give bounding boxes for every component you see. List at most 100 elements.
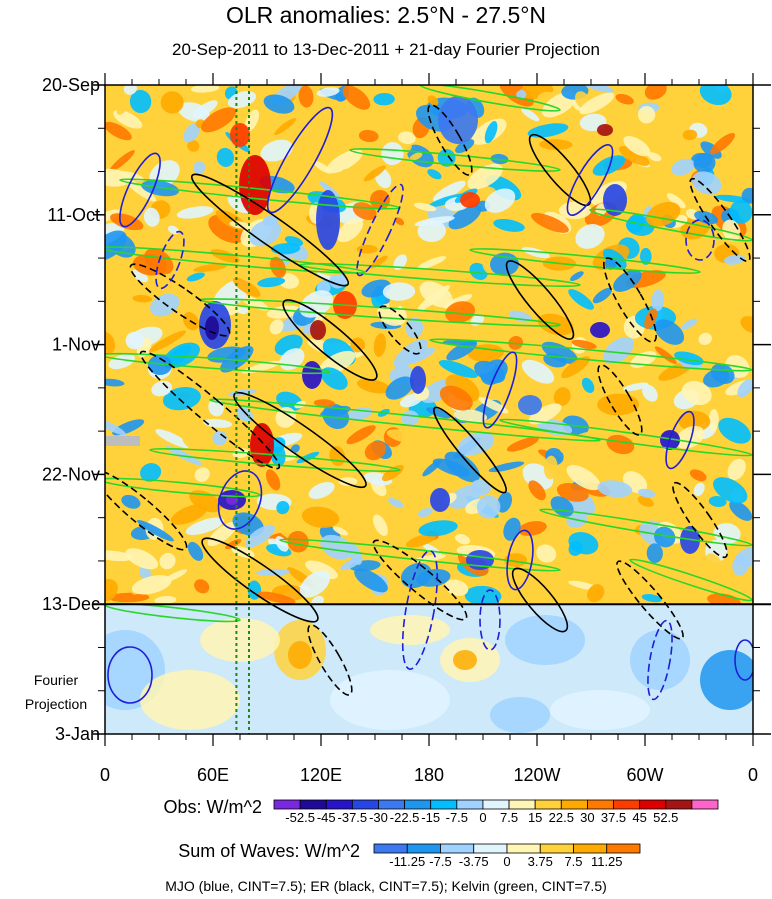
anomaly-cell [723,254,746,265]
anomaly-cell [105,121,132,141]
er-contour [597,364,643,436]
anomaly-cell [729,200,753,224]
anomaly-cell [518,395,542,415]
anomaly-cell [159,552,176,570]
mjo-contour [356,183,404,277]
projection-cell [630,630,690,690]
anomaly-cell [530,212,569,233]
anomaly-cell [623,136,651,157]
anomaly-cell [193,161,206,174]
mjo-contour [217,470,263,530]
kelvin-contour [469,248,701,274]
anomaly-cell [414,216,455,227]
mjo-contour [479,589,501,651]
anomaly-cell [638,488,656,498]
anomaly-cell [137,519,174,542]
obs-colorbar-level-label: 7.5 [500,810,518,825]
anomaly-cell [227,194,251,214]
anomaly-cell [105,230,127,261]
anomaly-cell [737,379,753,398]
obs-colorbar-swatch [430,799,458,810]
anomaly-cell [644,85,667,100]
anomaly-cell [740,316,753,334]
anomaly-cell [257,591,296,604]
obs-colorbar-swatch [482,799,510,810]
anomaly-cell [693,482,705,497]
x-tick-label: 60W [626,765,663,785]
anomaly-cell [590,322,610,338]
anomaly-cell [613,269,642,292]
anomaly-cell [140,463,162,482]
anomaly-cell [124,178,157,202]
anomaly-cell [150,293,180,317]
anomaly-cell [393,339,428,368]
projection-cell [453,650,477,670]
anomaly-cell [332,526,348,536]
projection-cell [140,670,240,730]
anomaly-cell [708,496,727,507]
mjo-contour [266,106,334,214]
mjo-contour [155,230,185,290]
er-contour [105,469,188,551]
anomaly-cell [430,488,450,512]
y-tick-label: 3-Jan [55,724,100,744]
anomaly-cell [192,100,218,119]
x-tick-label: 180 [414,765,444,785]
anomaly-cell [154,596,177,604]
mjo-contour [685,219,715,261]
x-tick-label: 120W [513,765,560,785]
anomaly-cell [170,504,208,525]
anomaly-cell [518,521,547,536]
anomaly-cell [105,209,121,224]
anomaly-cell [429,307,451,330]
obs-colorbar-swatch [639,799,667,810]
anomaly-cell [691,171,722,195]
obs-colorbar-level-label: -37.5 [338,810,368,825]
anomaly-cell [105,578,118,602]
kelvin-contour [105,246,366,274]
waves-colorbar-level-label: 7.5 [564,854,582,869]
obs-colorbar-swatch [325,799,353,810]
anomaly-cell [422,459,442,477]
anomaly-cell [474,360,506,384]
anomaly-cell [230,123,250,147]
anomaly-cell [428,193,468,207]
anomaly-cell [316,190,340,250]
anomaly-cell [125,548,159,570]
anomaly-cell [356,378,391,394]
anomaly-cell [194,579,210,594]
anomaly-cell [568,541,583,556]
er-contour [201,537,319,623]
kelvin-contour [429,338,753,372]
anomaly-cell [358,129,379,143]
anomaly-cell [641,593,662,603]
anomaly-cell [575,224,605,249]
anomaly-cell [265,469,281,491]
anomaly-cell [603,184,627,216]
obs-colorbar-level-label: -45 [317,810,336,825]
anomaly-cell [239,155,271,215]
anomaly-cell [354,568,388,593]
anomaly-cell [521,108,540,122]
mjo-contour [482,351,518,429]
anomaly-cell [239,294,269,311]
anomaly-cell [597,480,633,498]
anomaly-cell [187,541,204,561]
projection-label-line2: Projection [25,696,87,712]
y-tick-label: 20-Sep [42,75,100,95]
anomaly-cell [313,399,336,408]
anomaly-cell [399,266,426,286]
anomaly-cell [382,282,416,301]
waves-colorbar-swatch [606,843,641,854]
anomaly-cell [644,308,658,330]
anomaly-cell [571,339,597,349]
er-contour [372,539,468,621]
anomaly-cell [647,152,662,162]
anomaly-cell [248,219,282,247]
kelvin-contour [589,208,753,242]
anomaly-cell [654,319,685,345]
anomaly-cell [417,285,450,312]
projection-cell [370,615,450,645]
anomaly-cell [681,318,698,330]
x-tick-label: 120E [300,765,342,785]
